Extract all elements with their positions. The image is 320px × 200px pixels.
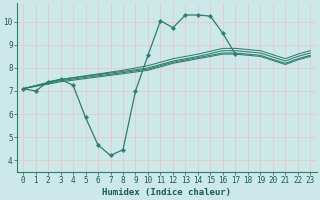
X-axis label: Humidex (Indice chaleur): Humidex (Indice chaleur) <box>102 188 231 197</box>
